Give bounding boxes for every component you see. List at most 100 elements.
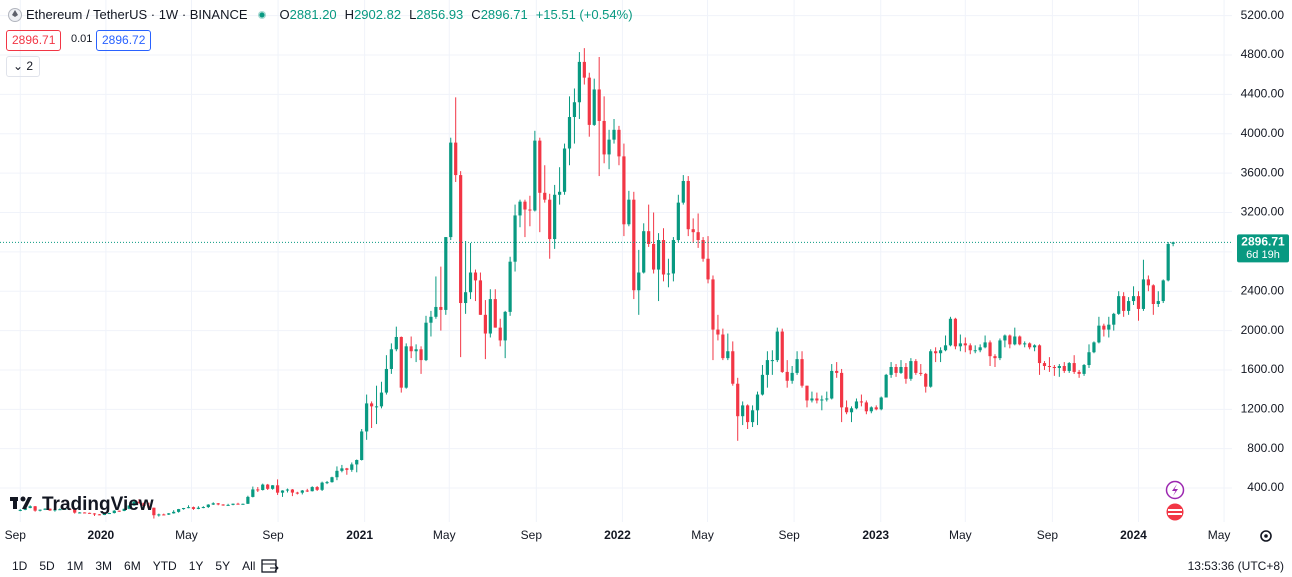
candle-body — [172, 511, 176, 514]
candle-body — [340, 468, 344, 471]
candle-body — [1072, 363, 1076, 372]
countdown: 6d 19h — [1246, 249, 1280, 261]
candle-body — [894, 366, 898, 373]
range-button[interactable]: YTD — [152, 559, 177, 573]
candle-body — [38, 509, 42, 511]
candle-body — [849, 408, 854, 413]
candle-body — [963, 343, 967, 346]
indicators-toggle[interactable]: ⌄ 2 — [6, 56, 41, 77]
x-tick-label: 2020 — [88, 528, 115, 542]
y-tick-label: 4400.00 — [1241, 87, 1285, 101]
axes: 400.00 800.00 1200.00 1600.00 2000.00 2400.00… — [5, 8, 1289, 542]
candle-body — [369, 403, 374, 407]
candle-body — [1131, 296, 1136, 302]
candle-body — [721, 334, 725, 359]
candle-body — [285, 489, 290, 491]
candle-body — [998, 340, 1002, 359]
candle-body — [854, 401, 859, 409]
candle-body — [701, 240, 705, 259]
x-tick-label: Sep — [521, 528, 543, 542]
candle-body — [800, 359, 804, 386]
candle-body — [602, 120, 606, 155]
candle-body — [934, 351, 938, 354]
candle-body — [1052, 366, 1056, 368]
candle-body — [889, 366, 893, 375]
candle-body — [815, 398, 819, 401]
range-button[interactable]: 3M — [95, 559, 113, 573]
range-button[interactable]: 5D — [39, 559, 55, 573]
ohlc-value: 2896.71 — [480, 7, 528, 22]
candle-body — [869, 407, 873, 412]
candle-body — [424, 322, 428, 361]
candle-body — [147, 505, 151, 508]
logo-text: TradingView — [42, 494, 154, 515]
candle-body — [454, 142, 458, 176]
calendar-icon[interactable] — [261, 559, 279, 573]
candle-body — [231, 503, 235, 505]
candle-body — [1097, 325, 1101, 343]
candle-body — [518, 201, 522, 216]
y-tick-label: 4800.00 — [1241, 47, 1285, 61]
candle-body — [622, 156, 626, 225]
candle-body — [201, 507, 205, 509]
candle-body — [736, 383, 740, 417]
candle-body — [1067, 363, 1071, 371]
indicator-count: 2 — [26, 59, 34, 73]
candle-body — [1122, 296, 1126, 311]
candle-body — [463, 292, 468, 304]
candle-body — [1013, 336, 1017, 345]
candle-body — [691, 229, 695, 233]
candle-body — [1062, 366, 1066, 371]
range-button[interactable]: 1M — [66, 559, 84, 573]
range-button[interactable]: 6M — [124, 559, 141, 573]
range-button[interactable]: All — [242, 559, 256, 573]
candle-body — [1082, 365, 1086, 374]
candle-body — [592, 89, 596, 125]
symbol-title[interactable]: Ethereum / TetherUS · 1W · BINANCE — [26, 7, 248, 22]
candle-body — [216, 503, 220, 505]
x-tick-label: 2023 — [862, 528, 889, 542]
logo: TradingView — [10, 494, 154, 515]
range-button[interactable]: 1Y — [188, 559, 204, 573]
x-tick-label: Sep — [778, 528, 800, 542]
candle-body — [899, 366, 903, 373]
candle-body — [513, 215, 517, 262]
candle-body — [919, 372, 923, 374]
settings-icon[interactable] — [1260, 530, 1272, 542]
candle-body — [741, 405, 745, 417]
candle-body — [434, 306, 438, 317]
candle-body — [731, 351, 735, 384]
ohlc-key: H — [344, 7, 355, 22]
candle-body — [127, 505, 131, 509]
candle-body — [661, 240, 666, 275]
candle-body — [968, 345, 972, 351]
candle-body — [859, 401, 864, 403]
ohlc-value: 2881.20 — [289, 7, 337, 22]
candle-body — [1102, 325, 1106, 330]
candle-body — [533, 140, 537, 211]
candle-body — [1028, 343, 1032, 348]
candle-body — [770, 360, 774, 362]
range-button[interactable]: 5Y — [215, 559, 231, 573]
candle-body — [112, 510, 116, 514]
candle-body — [28, 506, 32, 509]
candle-body — [63, 508, 67, 510]
x-tick-label: 2024 — [1120, 528, 1147, 542]
candle-body — [577, 61, 581, 103]
candle-body — [1018, 336, 1022, 345]
clock[interactable]: 13:53:36 (UTC+8) — [1187, 559, 1284, 573]
candle-body — [43, 508, 47, 510]
candle-body — [652, 243, 656, 270]
candle-body — [538, 140, 542, 193]
candle-body — [1161, 280, 1165, 302]
candle-body — [78, 512, 82, 514]
candle-body — [1146, 279, 1150, 286]
candle-body — [924, 373, 928, 387]
range-button[interactable]: 1D — [12, 559, 28, 573]
candle-body — [132, 501, 136, 506]
ask-button[interactable]: 2896.72 — [96, 30, 152, 51]
candle-body — [1008, 335, 1012, 345]
candle-body — [320, 482, 324, 490]
bid-button[interactable]: 2896.71 — [6, 30, 62, 51]
candle-body — [1023, 343, 1027, 345]
